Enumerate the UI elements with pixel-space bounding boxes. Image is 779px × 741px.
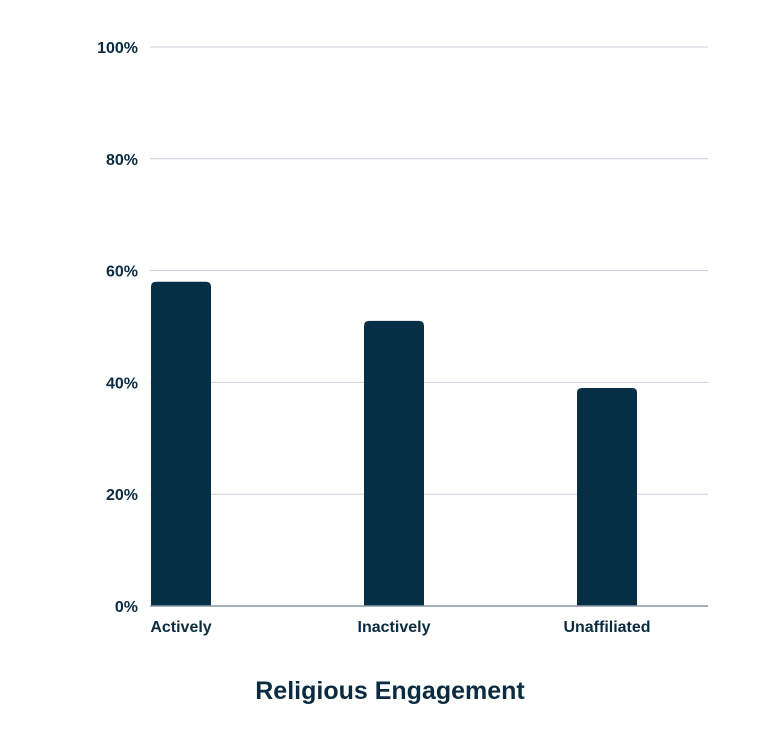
y-tick-label: 40%	[106, 375, 138, 392]
bar-unaffiliated	[577, 387, 637, 606]
y-tick-label: 100%	[97, 40, 138, 57]
bars	[151, 281, 637, 606]
x-category-label: Unaffiliated	[563, 619, 650, 636]
y-tick-label: 80%	[106, 152, 138, 169]
x-category-label: Actively	[150, 619, 211, 636]
y-axis-tick-labels: 0% 20% 40% 60% 80% 100%	[97, 40, 138, 616]
x-axis-title: Religious Engagement	[255, 677, 525, 705]
bar-actively	[151, 281, 211, 606]
y-tick-label: 0%	[115, 599, 138, 616]
x-axis-category-labels: Actively Inactively Unaffiliated	[150, 619, 650, 636]
y-tick-label: 60%	[106, 264, 138, 281]
x-category-label: Inactively	[358, 619, 431, 636]
y-tick-label: 20%	[106, 487, 138, 504]
bar-inactively	[364, 320, 424, 606]
